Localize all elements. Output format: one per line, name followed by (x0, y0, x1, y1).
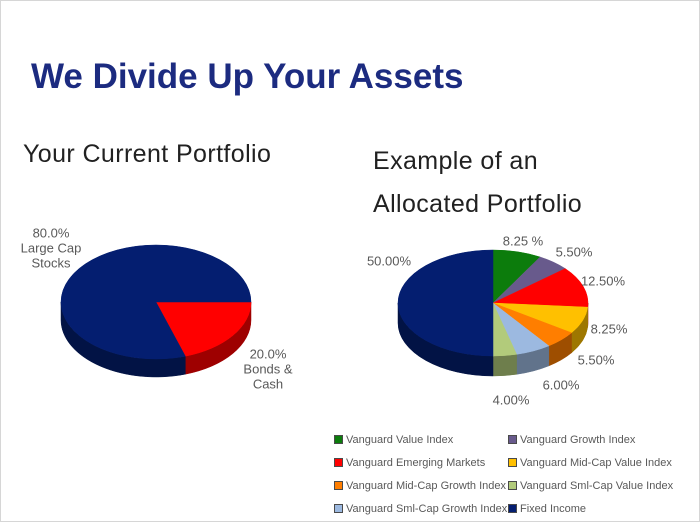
legend-item-label: Vanguard Sml-Cap Value Index (520, 480, 673, 492)
pie-data-label: 4.00% (493, 393, 530, 408)
pie-data-label: 50.00% (367, 254, 411, 269)
legend-item-label: Vanguard Emerging Markets (346, 457, 485, 469)
legend-item-label: Vanguard Mid-Cap Value Index (520, 457, 672, 469)
legend-color-swatch (334, 504, 343, 513)
legend-item-label: Vanguard Mid-Cap Growth Index (346, 480, 506, 492)
legend-item-label: Vanguard Value Index (346, 434, 453, 446)
legend-item: Vanguard Growth Index (508, 433, 673, 446)
legend-item: Vanguard Sml-Cap Value Index (508, 479, 673, 492)
pie-data-label: 5.50% (556, 245, 593, 260)
legend-item: Vanguard Value Index (334, 433, 508, 446)
legend-item-label: Vanguard Sml-Cap Growth Index (346, 503, 507, 515)
legend-color-swatch (334, 435, 343, 444)
pie-data-label: 6.00% (543, 378, 580, 393)
pie-data-label: 8.25% (591, 322, 628, 337)
legend-item: Fixed Income (508, 502, 673, 515)
legend-color-swatch (508, 504, 517, 513)
legend-color-swatch (334, 481, 343, 490)
legend-color-swatch (508, 435, 517, 444)
pie-data-label: 8.25 % (503, 234, 543, 249)
pie-slice-side (493, 354, 517, 376)
legend-item-label: Fixed Income (520, 503, 586, 515)
pie-data-label: 20.0% Bonds & Cash (243, 347, 292, 392)
legend-color-swatch (508, 481, 517, 490)
legend-item: Vanguard Sml-Cap Growth Index (334, 502, 508, 515)
pie-data-label: 5.50% (578, 353, 615, 368)
legend-color-swatch (334, 458, 343, 467)
legend-item: Vanguard Emerging Markets (334, 456, 508, 469)
legend-item: Vanguard Mid-Cap Growth Index (334, 479, 508, 492)
legend: Vanguard Value Index Vanguard Growth Inde… (334, 433, 673, 515)
legend-item: Vanguard Mid-Cap Value Index (508, 456, 673, 469)
legend-color-swatch (508, 458, 517, 467)
pie-data-label: 80.0% Large Cap Stocks (21, 226, 82, 271)
pie-data-label: 12.50% (581, 274, 625, 289)
legend-item-label: Vanguard Growth Index (520, 434, 635, 446)
